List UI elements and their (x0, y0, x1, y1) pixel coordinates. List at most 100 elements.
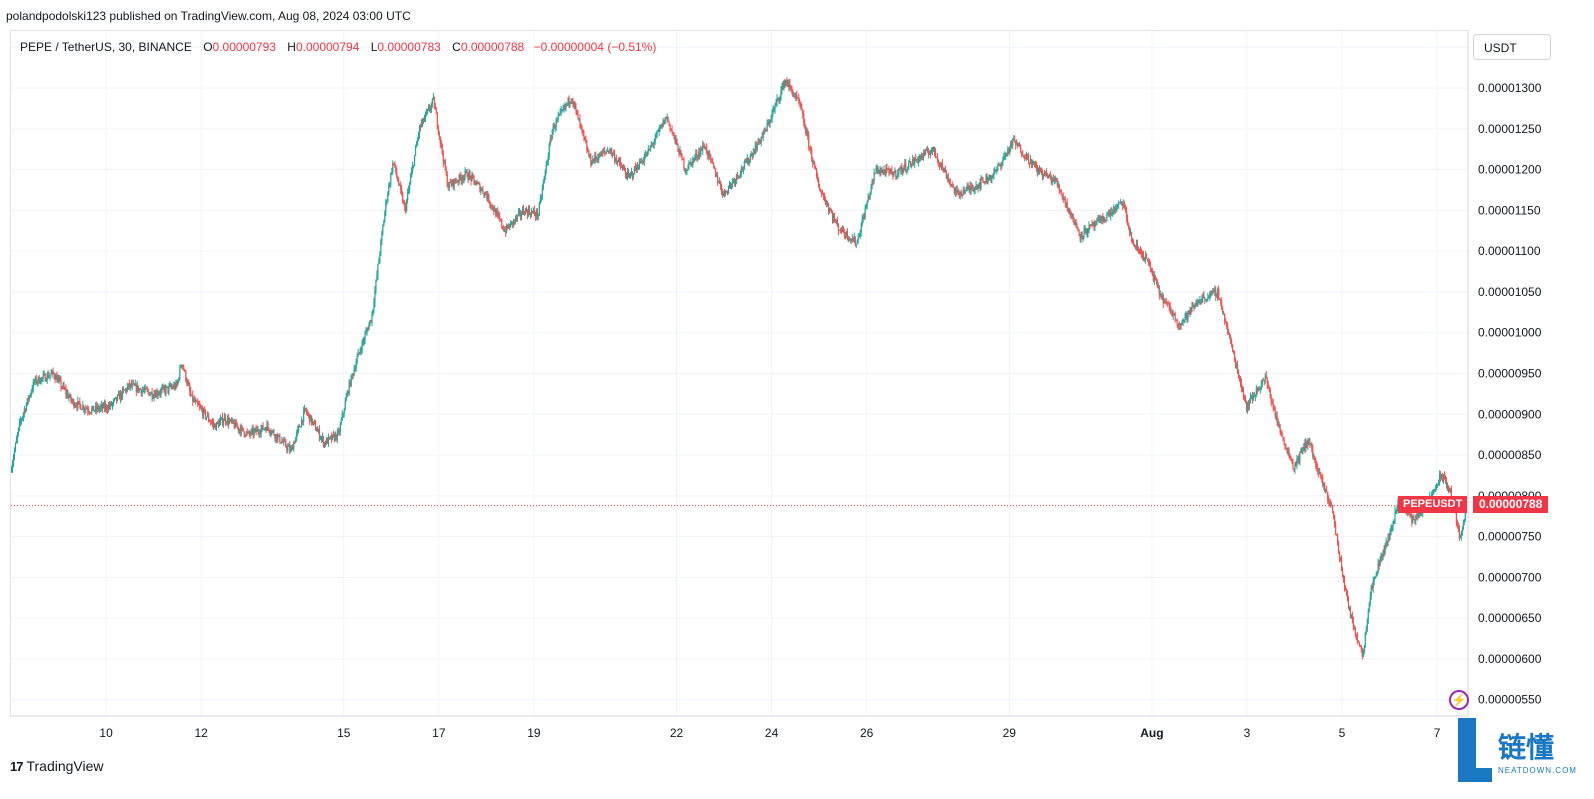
candle-body (815, 165, 817, 170)
candle-body (293, 442, 295, 450)
candle-body (108, 405, 111, 407)
candle-body (1321, 476, 1323, 479)
candle-body (1074, 221, 1076, 226)
candle-body (1176, 320, 1178, 324)
candle-body (561, 109, 563, 111)
candle-body (904, 163, 906, 169)
candle-body (612, 153, 614, 155)
candle-body (378, 260, 380, 265)
candle-body (12, 457, 15, 464)
candle-body (1294, 463, 1296, 470)
candle-body (91, 408, 93, 413)
candle-body (789, 83, 791, 87)
candle-body (1231, 344, 1234, 351)
candle-body (1144, 255, 1147, 260)
candle-body (1386, 541, 1388, 543)
candle-body (689, 162, 691, 164)
candle-body (233, 423, 235, 428)
candle-body (149, 394, 151, 396)
candle-body (204, 409, 206, 411)
currency-button[interactable]: USDT (1473, 34, 1551, 60)
candle-body (850, 238, 852, 241)
candle-body (814, 162, 816, 166)
candle-body (51, 370, 53, 374)
candle-body (947, 177, 949, 180)
candle-body (1267, 385, 1269, 389)
candle-body (420, 123, 423, 127)
candle-body (1353, 627, 1356, 629)
candle-body (1246, 402, 1249, 410)
candle-body (53, 373, 55, 377)
candle-body (1365, 630, 1367, 633)
candle-body (1099, 217, 1101, 220)
candle-body (338, 431, 340, 433)
candle-body (183, 366, 185, 371)
chart-pane[interactable] (10, 30, 1469, 717)
candle-body (797, 97, 799, 99)
candle-body (188, 382, 190, 386)
candle-body (308, 414, 311, 422)
y-tick-label: 0.00001150 (1478, 203, 1541, 217)
candle-body (974, 187, 976, 190)
lightning-icon[interactable]: ⚡ (1449, 690, 1469, 710)
candle-body (254, 428, 256, 431)
candle-body (61, 387, 63, 389)
candle-body (1093, 222, 1095, 227)
candle-body (1439, 475, 1442, 479)
candle-body (1219, 298, 1221, 300)
candle-body (806, 131, 808, 134)
candle-body (351, 374, 353, 376)
candle-body (424, 113, 427, 119)
candle-body (1278, 425, 1280, 427)
candle-body (853, 237, 855, 242)
candle-body (1047, 176, 1049, 179)
candle-body (322, 437, 325, 446)
candle-body (1081, 231, 1083, 238)
candle-body (1367, 610, 1369, 621)
candle-body (1068, 209, 1070, 212)
candle-body (59, 378, 61, 380)
candle-body (696, 153, 698, 158)
candle-body (1135, 244, 1138, 249)
candle-body (370, 320, 372, 322)
candle-body (334, 434, 336, 441)
candle-body (356, 356, 358, 363)
candle-body (752, 151, 754, 157)
candle-body (606, 151, 608, 153)
candle-body (1167, 303, 1169, 305)
candle-body (118, 393, 121, 400)
candle-body (879, 169, 881, 173)
candle-body (315, 430, 318, 432)
candle-body (836, 221, 839, 226)
candle-body (421, 118, 424, 124)
candle-body (917, 159, 919, 163)
candle-body (1356, 636, 1358, 642)
candle-body (444, 160, 446, 170)
candle-body (304, 408, 306, 411)
candle-body (1255, 387, 1257, 396)
candle-body (1383, 549, 1385, 554)
candle-body (1017, 142, 1019, 147)
candle-body (184, 370, 186, 372)
candle-body (1051, 178, 1053, 183)
candle-body (790, 86, 792, 88)
tradingview-brand[interactable]: 17 TradingView (10, 758, 104, 774)
candle-body (1204, 297, 1206, 301)
candle-body (478, 183, 480, 185)
candle-body (417, 134, 420, 139)
candle-body (187, 382, 189, 384)
candle-body (1334, 523, 1337, 535)
candle-body (543, 176, 545, 183)
candle-body (544, 170, 546, 177)
candle-body (946, 177, 948, 179)
candle-body (84, 409, 86, 411)
candle-body (855, 244, 857, 246)
candle-body (818, 180, 820, 188)
candle-body (1078, 231, 1080, 235)
candle-body (856, 240, 858, 245)
candle-body (258, 432, 260, 434)
candle-body (1030, 159, 1033, 167)
candle-body (148, 391, 150, 396)
symbol-description[interactable]: PEPE / TetherUS, 30, BINANCE (20, 40, 192, 54)
